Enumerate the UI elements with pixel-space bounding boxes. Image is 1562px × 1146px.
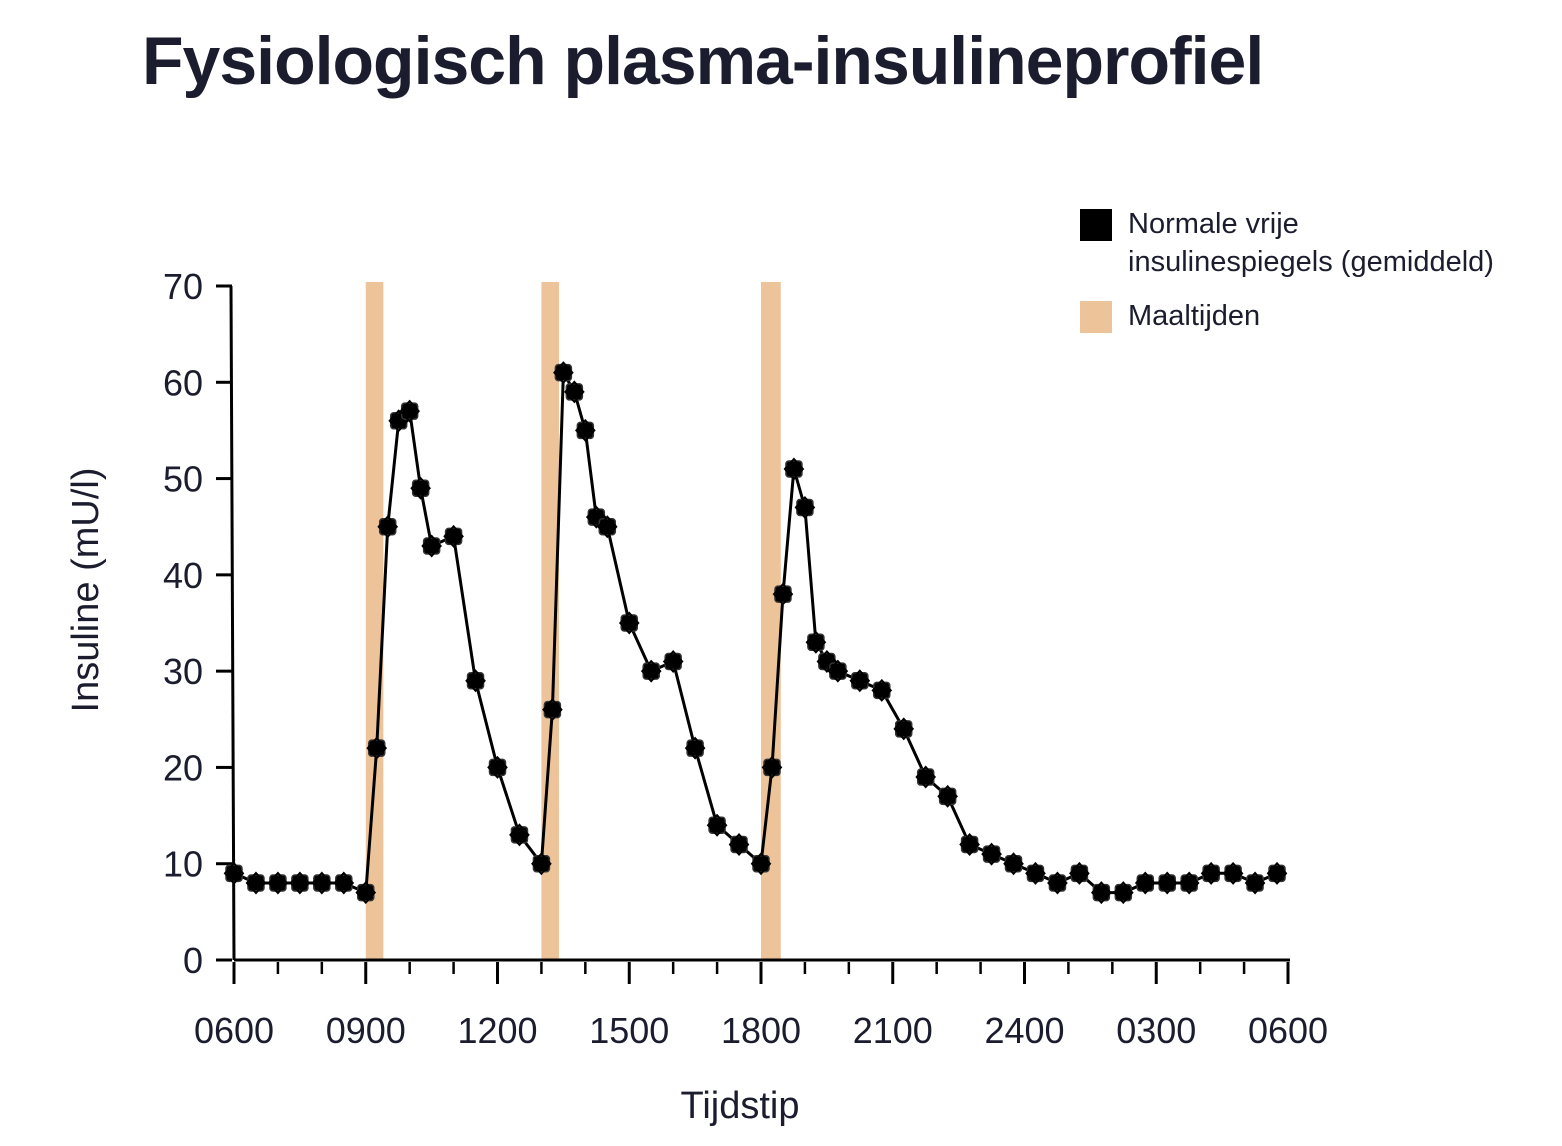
legend-swatch-insulin — [1080, 209, 1112, 241]
data-point — [794, 495, 816, 519]
x-tick-label-0: 0600 — [194, 1010, 274, 1051]
series-group — [223, 361, 1288, 905]
data-point — [783, 457, 805, 481]
data-point — [728, 832, 750, 856]
chart-legend: Normale vrije insulinespiegels (gemiddel… — [1080, 205, 1550, 351]
y-tick-label-60: 60 — [163, 362, 203, 403]
x-tick-label-6: 2400 — [984, 1010, 1064, 1051]
y-tick-label-0: 0 — [183, 940, 203, 981]
y-axis-line — [229, 285, 236, 961]
data-point — [410, 476, 431, 500]
data-point — [1222, 861, 1244, 885]
data-point — [311, 871, 333, 895]
data-point — [1069, 861, 1090, 885]
legend-label-meals: Maaltijden — [1128, 300, 1261, 332]
data-point — [827, 659, 849, 683]
y-tick-label-70: 70 — [163, 266, 203, 307]
data-point — [245, 871, 267, 895]
legend-item-meals: Maaltijden — [1080, 297, 1550, 335]
y-tick-label-30: 30 — [163, 651, 203, 692]
data-point — [366, 736, 388, 760]
data-point — [509, 823, 530, 847]
meal-band-1 — [365, 282, 384, 960]
data-point — [662, 650, 684, 674]
x-tick-label-2: 1200 — [457, 1010, 537, 1051]
data-point — [596, 515, 618, 539]
legend-swatch-meals — [1080, 301, 1112, 333]
series-line-1 — [233, 371, 1278, 895]
data-point — [761, 755, 783, 779]
legend-label-insulin-line1: Normale vrije — [1128, 208, 1299, 240]
data-point — [871, 678, 893, 702]
data-point — [564, 380, 585, 404]
data-point — [1200, 861, 1222, 885]
legend-item-insulin: Normale vrije insulinespiegels (gemiddel… — [1080, 205, 1550, 281]
data-point — [640, 659, 662, 683]
data-point — [1156, 871, 1178, 895]
data-point — [750, 852, 772, 876]
data-point — [421, 534, 442, 558]
data-point — [1025, 861, 1046, 885]
data-point — [937, 784, 958, 808]
data-point — [1003, 852, 1024, 876]
data-point — [542, 698, 563, 722]
data-point — [289, 871, 311, 895]
legend-label-insulin-line2: insulinespiegels (gemiddeld) — [1128, 246, 1494, 278]
x-axis-label: Tijdstip — [681, 1085, 800, 1127]
data-point — [1178, 871, 1200, 895]
data-point — [684, 736, 706, 760]
y-axis-label: Insuline (mU/l) — [65, 468, 107, 713]
y-tick-label-50: 50 — [163, 459, 203, 500]
x-tick-label-3: 1500 — [589, 1010, 669, 1051]
chart-axes — [229, 285, 1290, 962]
data-point — [443, 524, 464, 548]
x-tick-label-8: 0600 — [1248, 1010, 1328, 1051]
x-tick-label-7: 0300 — [1116, 1010, 1196, 1051]
data-point — [553, 361, 574, 385]
data-point — [618, 611, 640, 635]
meal-band-3 — [761, 282, 781, 960]
data-point — [355, 881, 377, 905]
data-point — [1047, 871, 1068, 895]
data-point — [223, 861, 245, 885]
data-point — [981, 842, 1002, 866]
data-point — [1112, 881, 1134, 905]
x-tick-label-1: 0900 — [326, 1010, 406, 1051]
data-point — [849, 669, 871, 693]
data-point — [267, 871, 289, 895]
data-point — [574, 418, 596, 442]
data-point — [706, 813, 728, 837]
page-title: Fysiologisch plasma-insulineprofiel — [142, 23, 1264, 99]
x-tick-label-5: 2100 — [853, 1010, 933, 1051]
y-tick-label-40: 40 — [163, 555, 203, 596]
data-point — [805, 630, 827, 654]
data-point — [333, 871, 355, 895]
data-point — [487, 755, 508, 779]
data-point — [465, 669, 486, 693]
y-tick-label-10: 10 — [163, 844, 203, 885]
data-point — [1134, 871, 1156, 895]
data-point — [915, 765, 937, 789]
data-point — [1244, 871, 1266, 895]
data-point — [399, 399, 421, 423]
chart-ticks: 0 10 20 30 40 50 60 70 0600 0900 1200 1500 1800 2100 2… — [163, 266, 1328, 1051]
y-tick-label-20: 20 — [163, 747, 203, 788]
data-point — [377, 515, 399, 539]
data-point — [531, 852, 552, 876]
x-tick-label-4: 1800 — [721, 1010, 801, 1051]
data-point — [1266, 861, 1288, 885]
meal-bands — [365, 282, 781, 960]
data-point — [959, 832, 980, 856]
data-point — [772, 582, 794, 606]
data-point — [893, 717, 915, 741]
data-point — [1091, 881, 1112, 905]
